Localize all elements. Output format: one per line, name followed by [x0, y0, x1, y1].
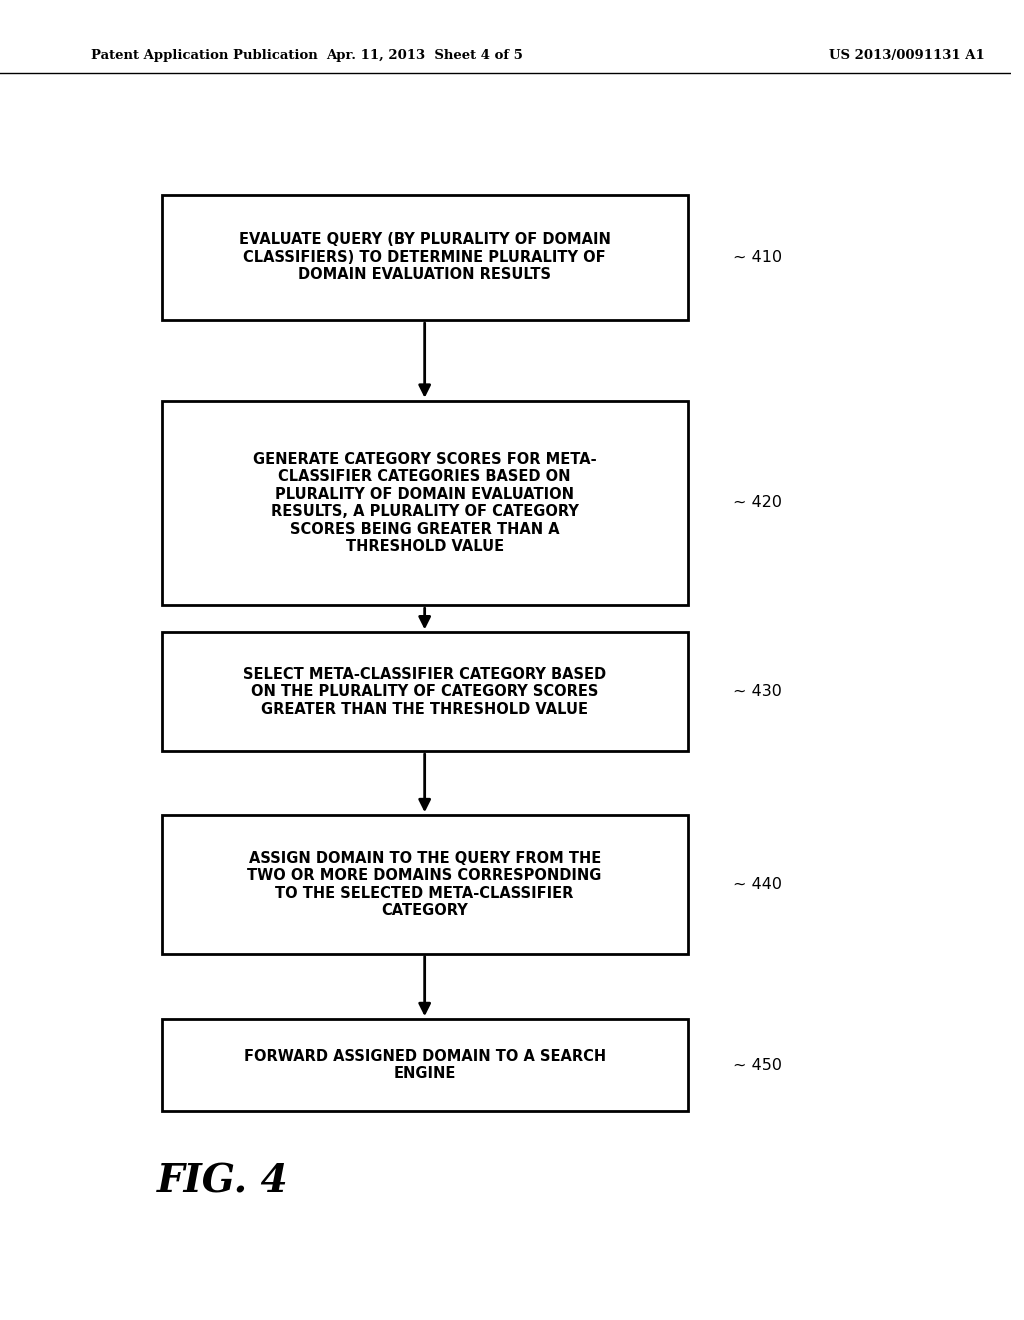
Text: US 2013/0091131 A1: US 2013/0091131 A1: [829, 49, 985, 62]
Text: Patent Application Publication: Patent Application Publication: [91, 49, 317, 62]
FancyBboxPatch shape: [162, 1019, 687, 1111]
Text: ~ 430: ~ 430: [733, 684, 782, 700]
Text: GENERATE CATEGORY SCORES FOR META-
CLASSIFIER CATEGORIES BASED ON
PLURALITY OF D: GENERATE CATEGORY SCORES FOR META- CLASS…: [253, 451, 596, 554]
Text: Apr. 11, 2013  Sheet 4 of 5: Apr. 11, 2013 Sheet 4 of 5: [327, 49, 523, 62]
FancyBboxPatch shape: [162, 195, 687, 319]
Text: SELECT META-CLASSIFIER CATEGORY BASED
ON THE PLURALITY OF CATEGORY SCORES
GREATE: SELECT META-CLASSIFIER CATEGORY BASED ON…: [243, 667, 606, 717]
Text: ~ 450: ~ 450: [733, 1057, 782, 1073]
Text: EVALUATE QUERY (BY PLURALITY OF DOMAIN
CLASSIFIERS) TO DETERMINE PLURALITY OF
DO: EVALUATE QUERY (BY PLURALITY OF DOMAIN C…: [239, 232, 610, 282]
Text: ~ 410: ~ 410: [733, 249, 782, 265]
Text: FORWARD ASSIGNED DOMAIN TO A SEARCH
ENGINE: FORWARD ASSIGNED DOMAIN TO A SEARCH ENGI…: [244, 1049, 606, 1081]
FancyBboxPatch shape: [162, 632, 687, 751]
Text: FIG. 4: FIG. 4: [157, 1163, 288, 1200]
Text: ASSIGN DOMAIN TO THE QUERY FROM THE
TWO OR MORE DOMAINS CORRESPONDING
TO THE SEL: ASSIGN DOMAIN TO THE QUERY FROM THE TWO …: [248, 851, 602, 917]
Text: ~ 420: ~ 420: [733, 495, 782, 511]
Text: ~ 440: ~ 440: [733, 876, 782, 892]
FancyBboxPatch shape: [162, 401, 687, 605]
FancyBboxPatch shape: [162, 814, 687, 953]
